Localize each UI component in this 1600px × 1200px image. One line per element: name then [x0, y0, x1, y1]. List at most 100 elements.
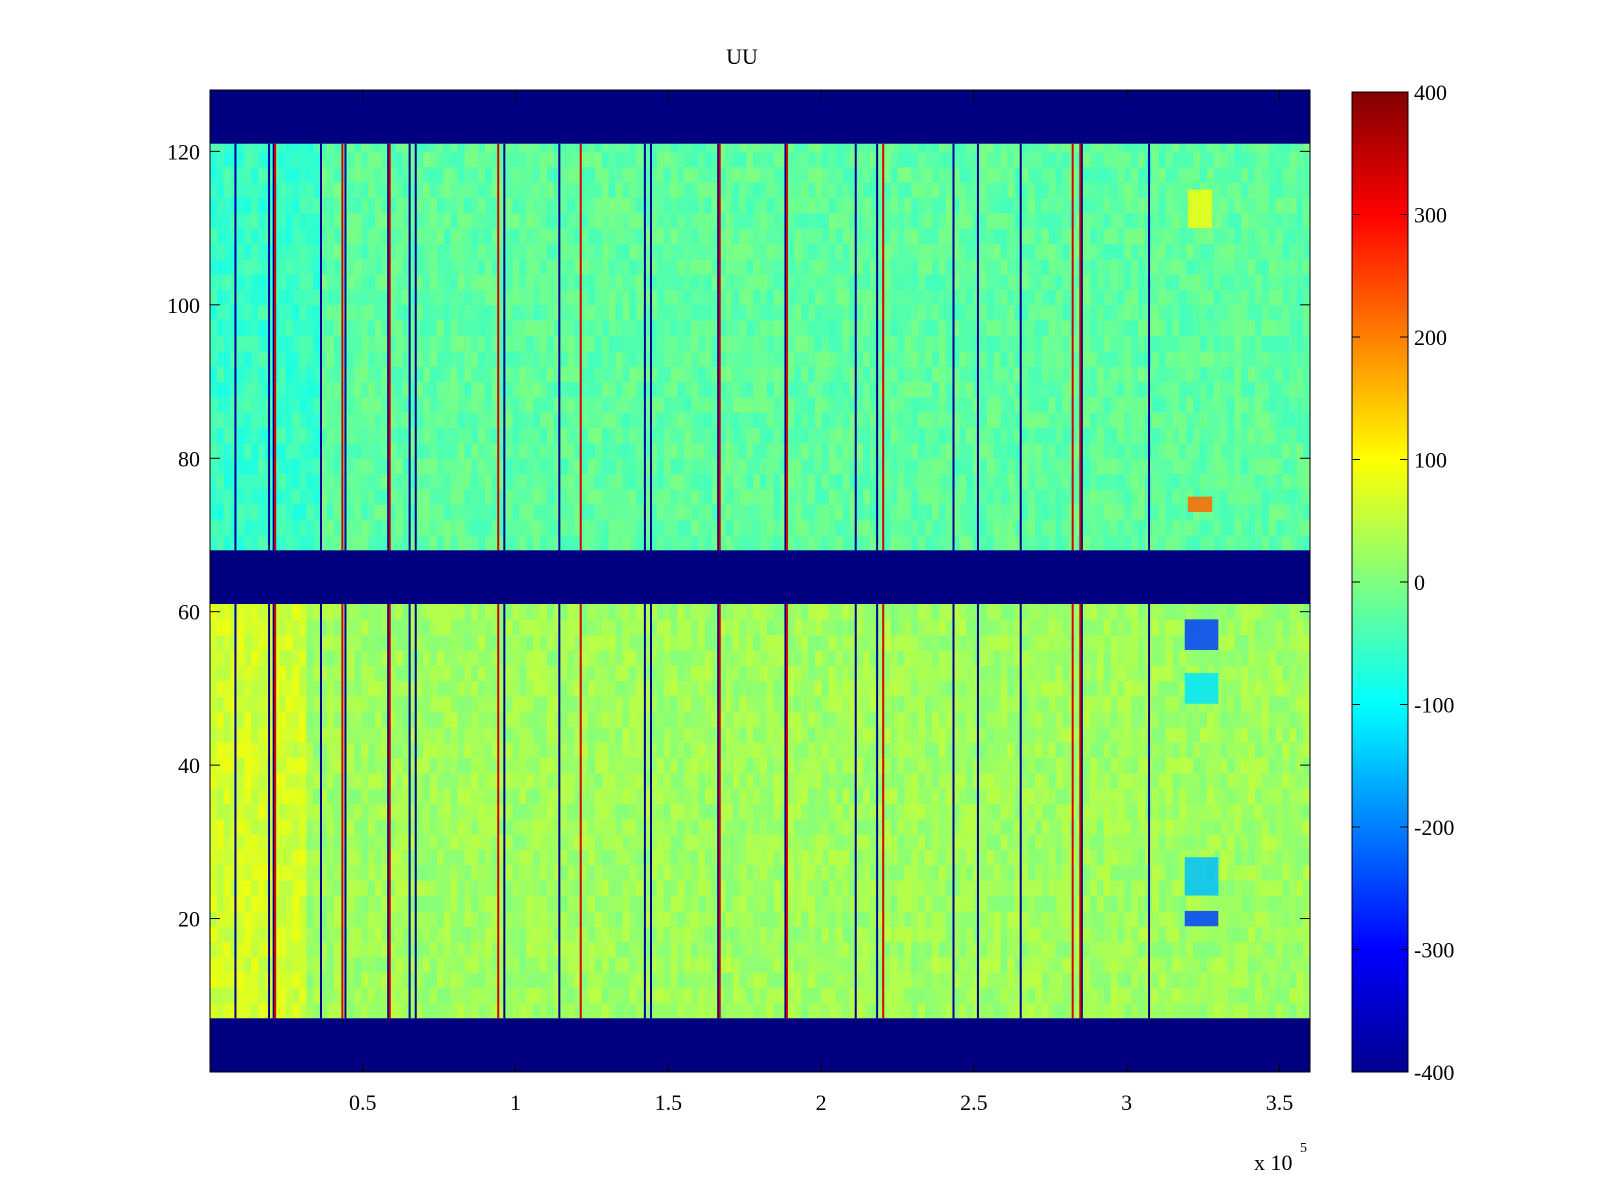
- heatmap-cell: [794, 880, 802, 897]
- heatmap-cell: [986, 488, 995, 505]
- heatmap-cell: [354, 864, 362, 881]
- heatmap-cell: [285, 665, 294, 682]
- heatmap-cell: [918, 696, 926, 712]
- heatmap-cell: [505, 941, 514, 958]
- heatmap-cell: [361, 788, 369, 804]
- heatmap-cell: [883, 726, 892, 743]
- heatmap-cell: [443, 895, 452, 912]
- heatmap-cell: [485, 742, 493, 758]
- heatmap-cell: [656, 864, 665, 881]
- heatmap-cell: [368, 604, 376, 620]
- heatmap-cell: [1151, 650, 1160, 666]
- heatmap-cell: [553, 504, 562, 521]
- heatmap-cell: [698, 956, 706, 973]
- heatmap-cell: [1268, 726, 1277, 743]
- heatmap-cell: [622, 726, 630, 743]
- heatmap-cell: [773, 895, 782, 912]
- heatmap-cell: [519, 849, 527, 866]
- heatmap-cell: [1103, 864, 1112, 881]
- heatmap-cell: [890, 504, 899, 521]
- heatmap-cell: [485, 534, 493, 551]
- heatmap-cell: [629, 742, 637, 758]
- heatmap-cell: [656, 680, 665, 697]
- heatmap-cell: [711, 504, 720, 521]
- heatmap-cell: [1035, 803, 1043, 820]
- heatmap-cell: [760, 742, 768, 758]
- heatmap-cell: [973, 488, 981, 505]
- heatmap-cell: [533, 680, 541, 697]
- heatmap-cell: [1103, 711, 1112, 728]
- heatmap-cell: [1220, 534, 1229, 551]
- heatmap-cell: [1048, 1002, 1057, 1019]
- heatmap-cell: [347, 696, 355, 712]
- heatmap-cell: [574, 818, 582, 835]
- heatmap-cell: [959, 803, 967, 820]
- heatmap-cell: [381, 650, 390, 666]
- heatmap-cell: [629, 604, 637, 620]
- heatmap-cell: [1000, 864, 1009, 881]
- heatmap-cell: [340, 987, 349, 1004]
- heatmap-cell: [705, 910, 713, 927]
- heatmap-cell: [526, 972, 534, 989]
- heatmap-cell: [835, 926, 844, 943]
- heatmap-cell: [870, 956, 878, 973]
- heatmap-cell: [1007, 834, 1015, 851]
- heatmap-cell: [801, 895, 809, 912]
- heatmap-cell: [993, 504, 1002, 521]
- heatmap-cell: [711, 619, 720, 636]
- heatmap-cell: [244, 910, 252, 927]
- heatmap-cell: [354, 726, 362, 743]
- heatmap-cell: [278, 1002, 287, 1019]
- heatmap-cell: [773, 987, 782, 1004]
- heatmap-cell: [966, 726, 974, 743]
- heatmap-cell: [1241, 650, 1249, 666]
- heatmap-cell: [395, 1002, 404, 1019]
- heatmap-cell: [883, 650, 892, 666]
- heatmap-cell: [938, 926, 947, 943]
- heatmap-cell: [491, 834, 500, 851]
- heatmap-cell: [1014, 711, 1022, 728]
- heatmap-cell: [1131, 650, 1139, 666]
- heatmap-cell: [1234, 1002, 1242, 1019]
- heatmap-cell: [1103, 834, 1112, 851]
- heatmap-cell: [828, 519, 837, 536]
- heatmap-cell: [278, 818, 287, 835]
- heatmap-cell: [478, 650, 486, 666]
- heatmap-cell: [622, 680, 630, 697]
- heatmap-cell: [746, 895, 754, 912]
- heatmap-cell: [450, 772, 459, 789]
- heatmap-cell: [1268, 634, 1277, 651]
- heatmap-cell: [478, 956, 486, 973]
- heatmap-cell: [450, 711, 459, 728]
- heatmap-cell: [1303, 926, 1311, 943]
- heatmap-cell: [601, 680, 610, 697]
- heatmap-cell: [478, 880, 486, 897]
- heatmap-cell: [663, 650, 672, 666]
- heatmap-cell: [698, 803, 706, 820]
- heatmap-cell: [1282, 665, 1290, 682]
- heatmap-cell: [1055, 772, 1064, 789]
- heatmap-cell: [794, 634, 802, 651]
- heatmap-cell: [897, 864, 905, 881]
- heatmap-cell: [938, 665, 947, 682]
- heatmap-cell: [519, 956, 527, 973]
- heatmap-cell: [430, 941, 438, 958]
- heatmap-cell: [340, 880, 349, 897]
- heatmap-cell: [945, 788, 954, 804]
- heatmap-cell: [890, 634, 899, 651]
- heatmap-cell: [760, 1002, 768, 1019]
- heatmap-cell: [347, 895, 355, 912]
- heatmap-cell: [931, 604, 940, 620]
- heatmap-cell: [773, 488, 782, 505]
- heatmap-cell: [567, 864, 575, 881]
- heatmap-cell: [340, 473, 349, 490]
- heatmap-cells: [210, 136, 1311, 1019]
- heatmap-cell: [1048, 895, 1057, 912]
- heatmap-cell: [1282, 788, 1290, 804]
- heatmap-cell: [1268, 665, 1277, 682]
- heatmap-cell: [567, 772, 575, 789]
- heatmap-cell: [1275, 726, 1284, 743]
- heatmap-cell: [1255, 696, 1263, 712]
- heatmap-cell: [980, 665, 988, 682]
- heatmap-cell: [711, 972, 720, 989]
